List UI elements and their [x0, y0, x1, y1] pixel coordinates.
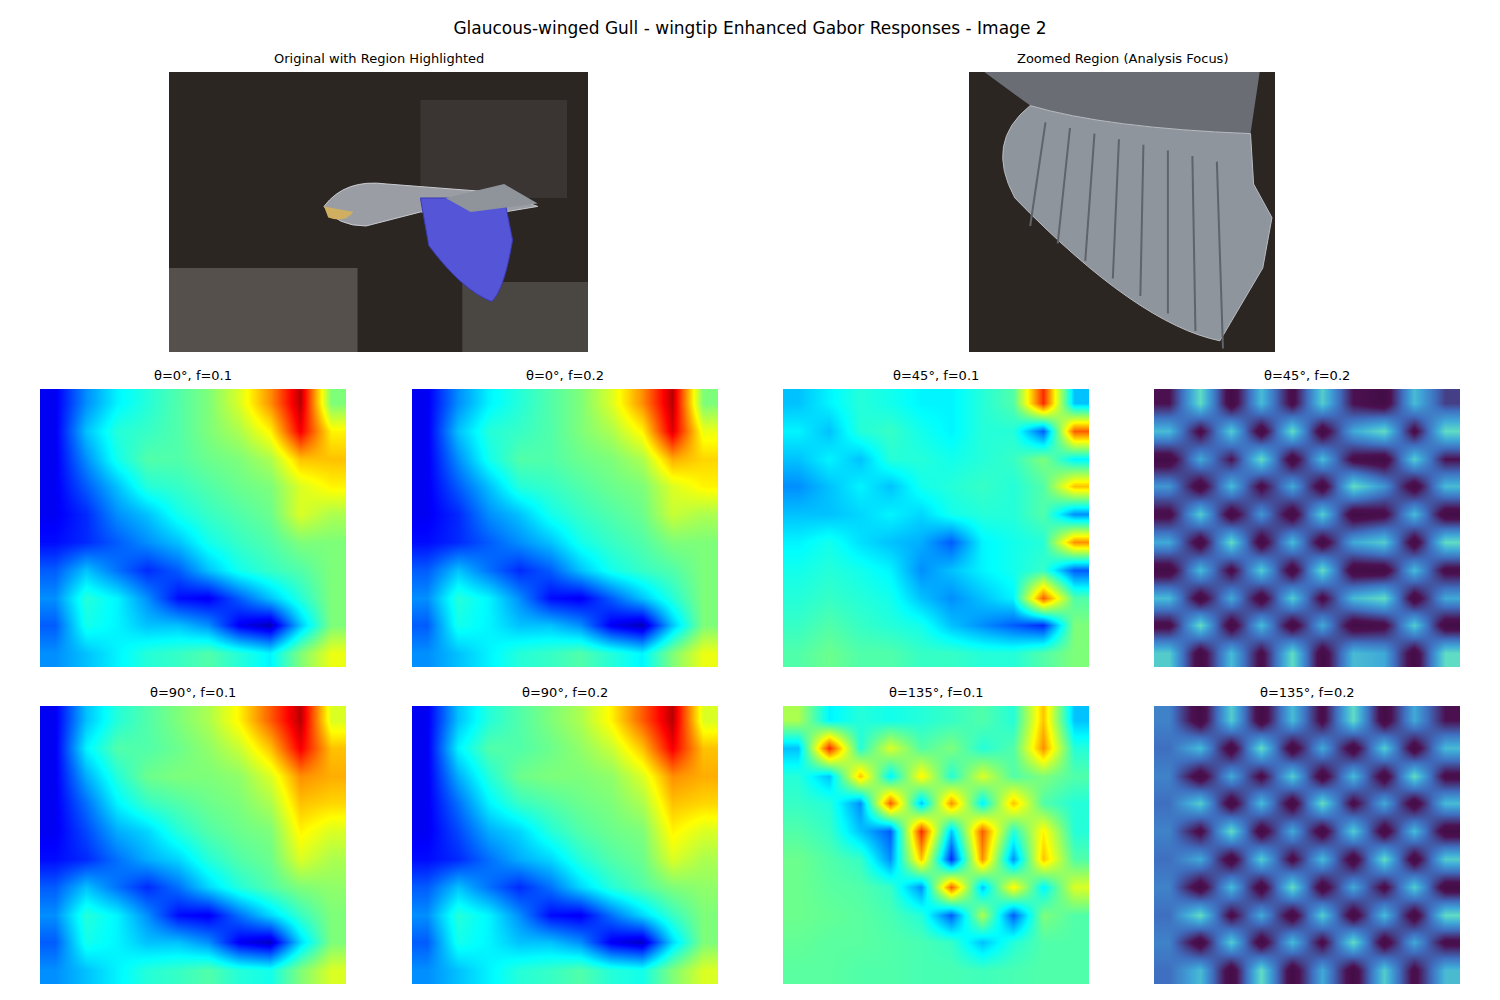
svg-text:Original with Region Highlight: Original with Region Highlighted	[274, 51, 484, 66]
svg-text:θ=135°, f=0.1: θ=135°, f=0.1	[889, 685, 984, 700]
svg-text:θ=135°, f=0.2: θ=135°, f=0.2	[1260, 685, 1355, 700]
svg-text:θ=0°, f=0.2: θ=0°, f=0.2	[526, 368, 604, 383]
svg-text:θ=0°, f=0.1: θ=0°, f=0.1	[154, 368, 232, 383]
svg-text:Zoomed Region (Analysis Focus): Zoomed Region (Analysis Focus)	[1017, 51, 1228, 66]
svg-text:θ=90°, f=0.2: θ=90°, f=0.2	[522, 685, 608, 700]
svg-text:θ=90°, f=0.1: θ=90°, f=0.1	[150, 685, 236, 700]
svg-text:Glaucous-winged Gull - wingtip: Glaucous-winged Gull - wingtip Enhanced …	[453, 18, 1046, 38]
svg-text:θ=45°, f=0.2: θ=45°, f=0.2	[1264, 368, 1350, 383]
svg-text:θ=45°, f=0.1: θ=45°, f=0.1	[893, 368, 979, 383]
